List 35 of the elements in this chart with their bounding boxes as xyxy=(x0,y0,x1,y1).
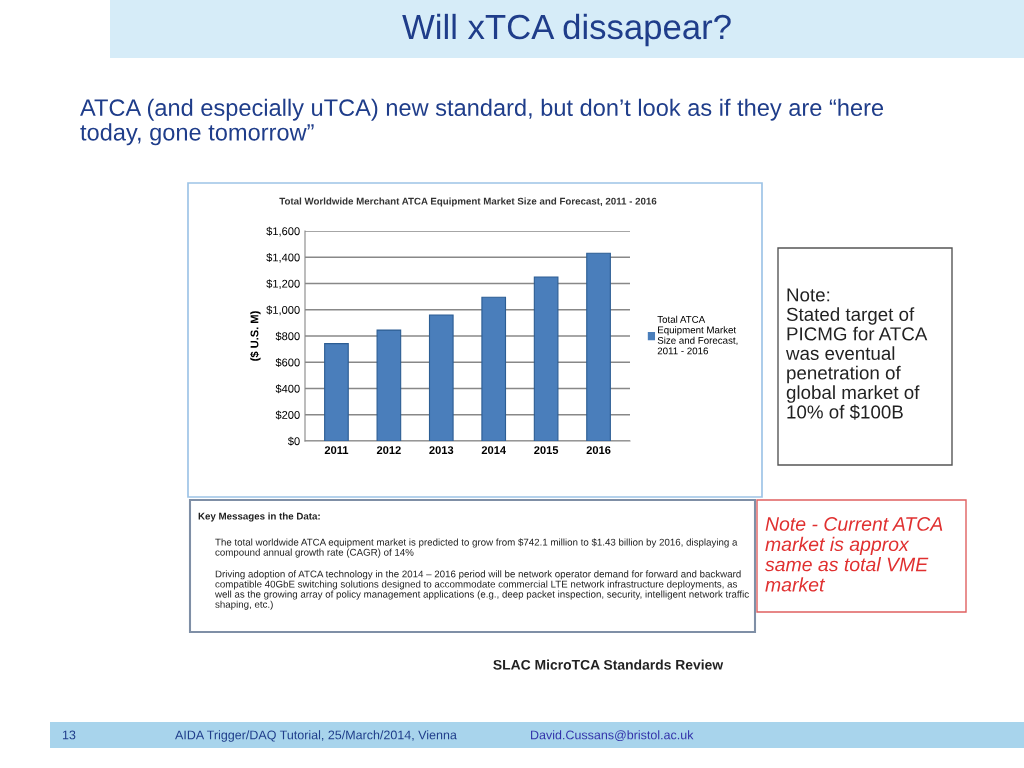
x-tick-label: 2011 xyxy=(324,446,349,455)
y-tick-label: $1,600 xyxy=(266,226,300,237)
x-tick-label: 2014 xyxy=(481,446,507,455)
x-tick-label: 2013 xyxy=(429,446,454,455)
x-tick-label: 2015 xyxy=(534,446,559,455)
text: The total worldwide ATCA equipment market is predicted to grow from $742.1 million to $1.43 billion by 2016, displaying a compound annual growth rate (CAGR) of 14% xyxy=(215,538,738,558)
y-tick-label: $800 xyxy=(275,331,300,341)
y-tick-label: $400 xyxy=(275,384,300,394)
text: Note - Current ATCA market is approx same as total VME market xyxy=(765,517,943,592)
chart-title: Will xTCA dissapear? xyxy=(402,13,731,47)
text: 13 xyxy=(62,730,76,740)
text: AIDA Trigger/DAQ Tutorial, 25/March/2014, Vienna xyxy=(175,730,457,742)
y-axis-title: ($ U.S. M) xyxy=(250,311,261,361)
text: Driving adoption of ATCA technology in the 2014 – 2016 period will be network operator demand for forward and backward compatible 40GbE switching solutions designed to accommodate commercial LTE network infrastructure deployments, as well as the growing array of policy management applications (e.g., deep packet inspection, security, intelligent network traffic shaping, etc.) xyxy=(214,570,749,610)
chart-subtitle: Total Worldwide Merchant ATCA Equipment Market Size and Forecast, 2011 - 2016 xyxy=(279,197,657,207)
bar xyxy=(481,296,507,441)
y-tick-label: $1,200 xyxy=(266,279,300,289)
x-tick-label: 2012 xyxy=(376,446,401,455)
x-tick-label: 2016 xyxy=(586,446,611,455)
bar xyxy=(586,252,611,441)
y-tick-label: $600 xyxy=(275,358,300,368)
bar xyxy=(376,329,402,441)
y-tick-label: $200 xyxy=(275,410,300,420)
y-tick-label: $1,000 xyxy=(266,305,300,316)
bar xyxy=(324,343,349,441)
legend-label: Total ATCA Equipment Market Size and Forecast, 2011 - 2016 xyxy=(657,315,738,355)
text: Note: Stated target of PICMG for ATCA was eventual penetration of global market of 10% of $100B xyxy=(785,288,928,420)
y-tick-label: $1,400 xyxy=(266,253,300,263)
bar xyxy=(428,314,454,441)
text: SLAC MicroTCA Standards Review xyxy=(493,659,724,670)
text: Key Messages in the Data: xyxy=(198,512,320,522)
text: ATCA (and especially uTCA) new standard, but don’t look as if they are “here today, gone tomorrow” xyxy=(80,98,884,146)
text: David.Cussans@bristol.ac.uk xyxy=(531,730,694,741)
bar xyxy=(533,276,559,441)
y-tick-label: $0 xyxy=(287,436,300,446)
